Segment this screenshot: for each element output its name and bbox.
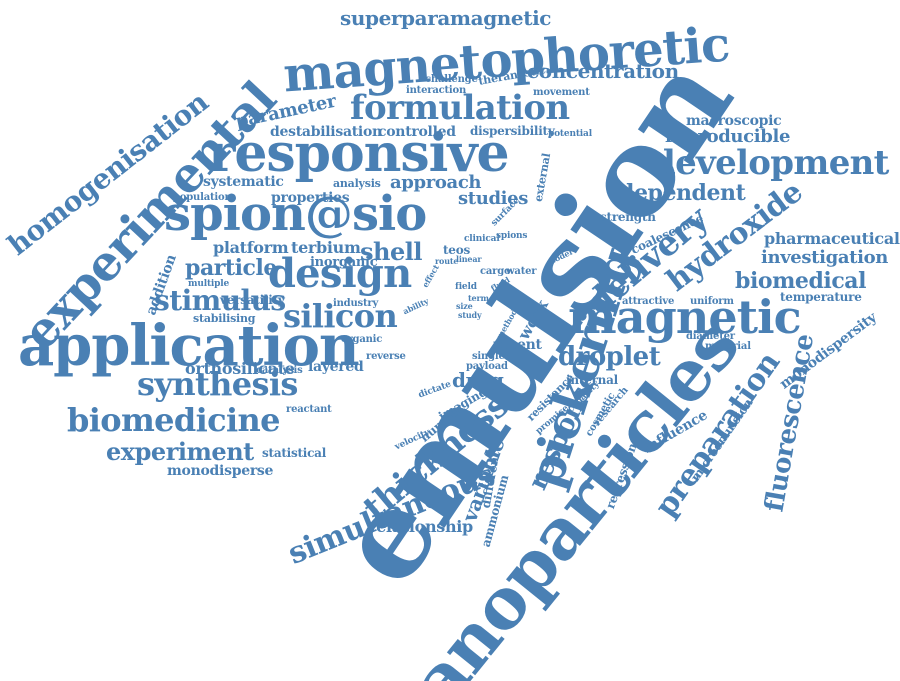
word-experiment: experiment xyxy=(106,437,254,466)
word-destabilisation: destabilisation xyxy=(270,124,382,140)
word-platform: platform xyxy=(213,238,289,257)
word-pharmaceutical: pharmaceutical xyxy=(764,229,900,248)
word-controlled: controlled xyxy=(378,124,456,140)
word-temperature: temperature xyxy=(780,290,862,304)
word-silicon: silicon xyxy=(283,297,398,335)
word-approach: approach xyxy=(390,172,482,193)
word-potential: potential xyxy=(548,129,592,139)
word-recent: recent xyxy=(493,337,542,353)
word-design: design xyxy=(268,250,412,297)
word-reactant: reactant xyxy=(286,404,332,415)
word-monodisperse: monodisperse xyxy=(167,463,274,479)
word-field: field xyxy=(455,282,477,292)
word-dependent: dependent xyxy=(619,180,746,206)
word-single: single xyxy=(472,351,505,362)
word-spion-sio: spion@sio xyxy=(164,186,427,242)
word-terbium: terbium xyxy=(291,238,361,257)
word-effect: effect xyxy=(419,262,441,290)
word-superparamagnetic: superparamagnetic xyxy=(340,6,552,30)
word-diameter: diameter xyxy=(686,331,735,342)
word-biomedical: biomedical xyxy=(735,268,867,294)
word-statistical: statistical xyxy=(262,446,327,460)
word-synthesis: synthesis xyxy=(137,365,298,403)
word-study: study xyxy=(458,310,482,320)
word-stimulus: stimulus xyxy=(154,284,286,317)
word-population: population xyxy=(173,192,232,203)
word-multiple: multiple xyxy=(188,279,230,289)
word-linear: linear xyxy=(456,254,482,264)
word-dispersibility: dispersibility xyxy=(470,124,555,138)
word-development: development xyxy=(652,143,889,183)
word-studies: studies xyxy=(458,188,529,209)
word-biomedicine: biomedicine xyxy=(67,401,280,439)
word-inorganic: inorganic xyxy=(310,255,378,270)
word-orthosilicate: orthosilicate xyxy=(185,359,295,378)
word-material: material xyxy=(705,341,751,352)
word-interaction: interaction xyxy=(406,85,467,96)
word-reproducible: reproducible xyxy=(665,126,791,147)
word-relationship: relationship xyxy=(368,517,473,536)
word-systematic: systematic xyxy=(203,174,284,190)
word-stabilising: stabilising xyxy=(193,312,256,325)
word-term: term xyxy=(468,293,489,303)
word-spions: spions xyxy=(496,231,528,241)
word-catalysis: catalysis xyxy=(256,365,303,376)
word-responsive: responsive xyxy=(208,123,510,184)
word-organic: organic xyxy=(341,334,383,345)
word-drug: drug xyxy=(452,368,504,392)
word-formulation: formulation xyxy=(350,88,570,128)
word-macroscopic: macroscopic xyxy=(686,113,782,129)
word-application: application xyxy=(18,313,360,379)
word-size: size xyxy=(456,301,473,311)
word-clinical: clinical xyxy=(464,234,500,244)
word-internal: internal xyxy=(566,373,618,387)
word-concentration: concentration xyxy=(527,59,679,83)
word-route: route xyxy=(435,256,459,266)
word-particle: particle xyxy=(185,255,277,281)
word-teos: teos xyxy=(443,243,470,257)
word-layered: layered xyxy=(308,359,364,375)
word-investigation: investigation xyxy=(761,247,888,268)
word-movement: movement xyxy=(533,87,590,98)
word-reverse: reverse xyxy=(366,351,406,362)
word-water: water xyxy=(506,266,537,277)
word-challenge: challenge xyxy=(425,74,478,85)
word-magnetic: magnetic xyxy=(568,290,802,344)
word-shell: shell xyxy=(360,237,423,266)
word-analysis: analysis xyxy=(333,177,381,190)
word-properties: properties xyxy=(271,190,350,206)
word-uniform: uniform xyxy=(690,296,734,307)
word-droplet: droplet xyxy=(558,342,661,372)
word-cargo: cargo xyxy=(480,266,511,277)
word-ability: ability xyxy=(401,295,430,317)
word-versatility: versatility xyxy=(220,293,285,307)
word-strength: strength xyxy=(600,210,656,224)
word-attractive: attractive xyxy=(622,296,675,307)
word-industry: industry xyxy=(333,298,379,309)
word-payload: payload xyxy=(466,361,508,372)
